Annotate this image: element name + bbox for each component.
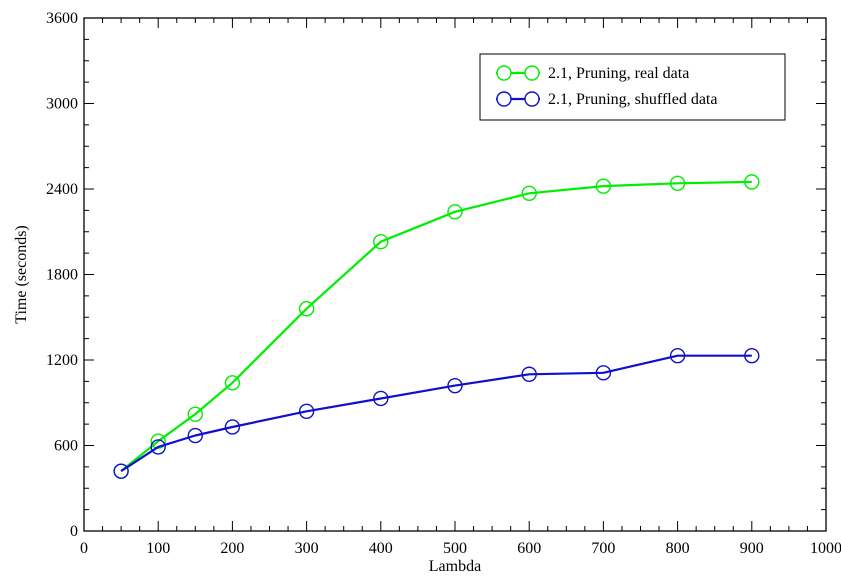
legend-marker bbox=[496, 91, 512, 107]
series-layer bbox=[113, 174, 760, 479]
y-tick-label: 3000 bbox=[46, 96, 78, 113]
y-tick-label: 1200 bbox=[46, 352, 78, 369]
data-point bbox=[521, 185, 537, 201]
data-point bbox=[373, 390, 389, 407]
data-point bbox=[373, 234, 389, 250]
x-tick-label: 300 bbox=[295, 540, 319, 557]
data-point bbox=[669, 348, 686, 364]
x-tick-label: 0 bbox=[80, 540, 88, 557]
legend: 2.1, Pruning, real data 2.1, Pruning, shu… bbox=[479, 53, 786, 121]
x-axis-label: Lambda bbox=[429, 558, 481, 575]
data-point bbox=[595, 178, 612, 194]
series-line bbox=[120, 180, 752, 472]
data-point bbox=[744, 174, 760, 190]
data-point bbox=[187, 427, 204, 444]
y-tick-label: 1800 bbox=[46, 267, 78, 284]
legend-box bbox=[479, 53, 786, 121]
series-1 bbox=[113, 174, 760, 479]
data-point bbox=[150, 433, 166, 449]
x-tick-label: 800 bbox=[666, 540, 690, 557]
data-point bbox=[298, 301, 315, 317]
legend-entry-2: 2.1, Pruning, shuffled data bbox=[496, 91, 717, 108]
x-tick-label: 200 bbox=[220, 540, 244, 557]
legend-items: 2.1, Pruning, real data 2.1, Pruning, shu… bbox=[496, 65, 717, 108]
series-2 bbox=[113, 348, 760, 479]
data-point bbox=[744, 348, 760, 364]
data-point bbox=[224, 375, 241, 391]
series-line bbox=[120, 354, 752, 473]
legend-marker bbox=[524, 65, 540, 81]
data-point bbox=[298, 403, 315, 419]
legend-marker bbox=[496, 65, 512, 81]
axis-ticks bbox=[83, 17, 827, 532]
x-tick-label: 1000 bbox=[810, 540, 841, 557]
data-point bbox=[595, 365, 612, 381]
data-point bbox=[669, 175, 686, 192]
legend-label: 2.1, Pruning, shuffled data bbox=[548, 91, 717, 108]
x-tick-label: 600 bbox=[517, 540, 541, 557]
x-tick-label: 400 bbox=[369, 540, 393, 557]
x-tick-label: 500 bbox=[443, 540, 467, 557]
x-tick-label: 700 bbox=[591, 540, 615, 557]
data-point bbox=[521, 366, 537, 382]
y-tick-label: 0 bbox=[70, 523, 78, 540]
legend-marker bbox=[524, 91, 540, 107]
data-point bbox=[447, 377, 463, 394]
y-tick-label: 3600 bbox=[46, 10, 78, 27]
x-tick-label: 900 bbox=[740, 540, 764, 557]
data-point bbox=[447, 204, 463, 220]
x-tick-label: 100 bbox=[146, 540, 170, 557]
y-tick-label: 600 bbox=[54, 438, 78, 455]
tick-labels: 0 100 200 300 400 500 600 700 800 900 1000 0 600 1200… bbox=[46, 10, 841, 557]
data-point bbox=[224, 419, 241, 435]
legend-label: 2.1, Pruning, real data bbox=[548, 65, 689, 82]
data-point bbox=[187, 406, 204, 422]
legend-entry-1: 2.1, Pruning, real data bbox=[496, 65, 689, 82]
y-tick-label: 2400 bbox=[46, 181, 78, 198]
y-axis-label: Time (seconds) bbox=[13, 225, 30, 324]
data-point bbox=[113, 463, 129, 479]
data-point bbox=[150, 439, 166, 455]
